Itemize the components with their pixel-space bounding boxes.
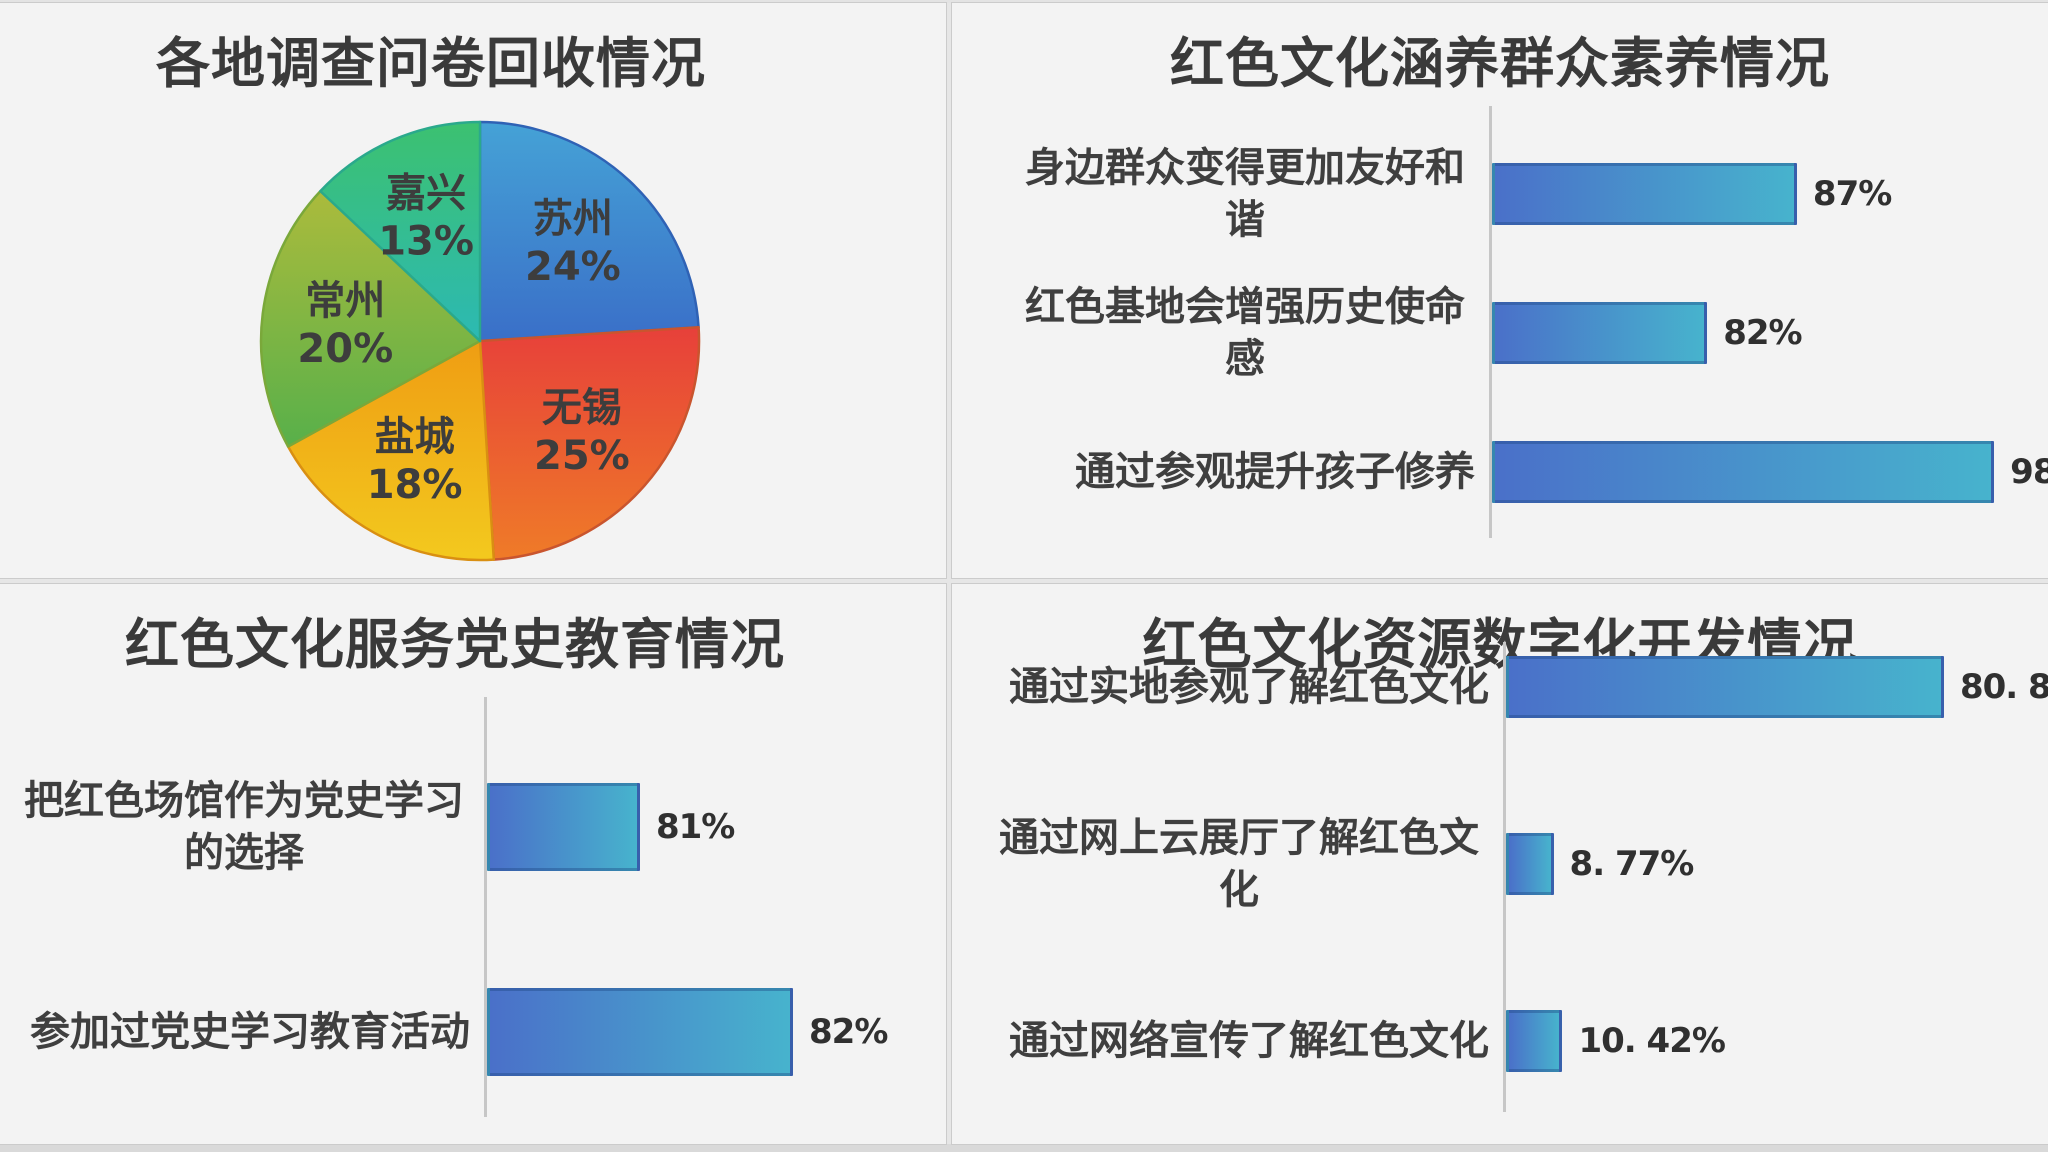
pie-slice-3	[259, 189, 482, 448]
bar-chart-title: 红色文化涵养群众素养情况	[1170, 32, 1830, 95]
pie-slice-label-3: 常州 20%	[297, 278, 393, 372]
bar-row: 参加过党史学习教育活动 82%	[0, 930, 946, 1135]
category-label-text: 通过实地参观了解红色文化	[1009, 663, 1489, 710]
value-label: 98%	[2010, 451, 2048, 492]
bar-row: 通过网络宣传了解红色文化 10. 42%	[952, 952, 2048, 1129]
pie-slice-2	[286, 339, 496, 562]
pie-slice-label-0: 苏州 24%	[525, 196, 621, 290]
category-label-text: 通过网络宣传了解红色文化	[1009, 1017, 1489, 1064]
category-label-text: 通过网上云展厅了解红色文化	[999, 814, 1479, 913]
bar	[487, 783, 640, 872]
bar-row: 把红色场馆作为党史学习的选择 81%	[0, 725, 946, 930]
bar-chart-title: 红色文化服务党史教育情况	[125, 613, 785, 676]
bar-row: 通过网上云展厅了解红色文化 8. 77%	[952, 775, 2048, 952]
bar-row: 红色基地会增强历史使命感 82%	[952, 264, 2048, 403]
category-label-text: 把红色场馆作为党史学习的选择	[24, 778, 464, 877]
bar-plot-area: 身边群众变得更加友好和谐 87% 红色基地会增强历史使命感 82% 通过参观提升孩子修养…	[952, 125, 2048, 541]
pie-slice-0	[478, 120, 700, 343]
category-label: 通过参观提升孩子修养	[952, 446, 1475, 498]
bar-track: 98%	[1492, 440, 2048, 503]
value-label: 87%	[1812, 174, 1892, 215]
bar	[1506, 1009, 1563, 1072]
pie-chart: 苏州 24% 无锡 25% 盐城 18% 常州 20% 嘉兴 13%	[258, 119, 702, 563]
category-label: 通过实地参观了解红色文化	[952, 661, 1489, 713]
pie-slice-4	[319, 120, 482, 343]
bar-track: 82%	[487, 987, 946, 1076]
value-label: 81%	[655, 807, 735, 848]
panel-party-history-bars: 红色文化服务党史教育情况 把红色场馆作为党史学习的选择 81% 参加过党史学习教育活…	[0, 584, 946, 1144]
category-label: 把红色场馆作为党史学习的选择	[0, 775, 470, 879]
pie-slice-label-4: 嘉兴 13%	[378, 170, 474, 264]
pie-chart-title: 各地调查问卷回收情况	[156, 32, 706, 95]
bar-track: 82%	[1492, 302, 2048, 364]
category-label-text: 参加过党史学习教育活动	[30, 1008, 470, 1055]
bar-track: 87%	[1492, 163, 2048, 226]
pie-slice-1	[478, 325, 701, 561]
category-label-text: 身边群众变得更加友好和谐	[1025, 145, 1465, 244]
category-axis-line	[484, 697, 487, 1117]
bar-row: 通过参观提升孩子修养 98%	[952, 402, 2048, 541]
value-label: 80. 81%	[1959, 666, 2048, 707]
value-label: 82%	[809, 1011, 888, 1052]
bar-track: 81%	[487, 783, 946, 872]
pie-svg: 苏州 24% 无锡 25% 盐城 18% 常州 20% 嘉兴 13%	[259, 120, 701, 562]
bar	[1492, 163, 1797, 226]
pie-slice-label-2: 盐城 18%	[367, 414, 463, 508]
value-label: 8. 77%	[1569, 843, 1695, 884]
value-label: 10. 42%	[1578, 1020, 1725, 1061]
value-label: 82%	[1723, 313, 1802, 353]
bar	[1506, 832, 1554, 895]
category-label: 红色基地会增强历史使命感	[952, 281, 1475, 385]
category-axis-line	[1503, 642, 1506, 1112]
bar-plot-area: 把红色场馆作为党史学习的选择 81% 参加过党史学习教育活动 82%	[0, 725, 946, 1134]
bar	[487, 987, 793, 1076]
bar	[1492, 302, 1708, 364]
bar-track: 10. 42%	[1506, 1009, 2048, 1072]
category-label: 参加过党史学习教育活动	[0, 1006, 470, 1058]
bar-track: 80. 81%	[1506, 655, 2048, 718]
bar-row: 通过实地参观了解红色文化 80. 81%	[952, 598, 2048, 775]
pie-slice-label-1: 无锡 25%	[534, 385, 630, 479]
category-label: 通过网络宣传了解红色文化	[952, 1015, 1489, 1067]
category-axis-line	[1489, 106, 1492, 538]
panel-culture-nurture-bars: 红色文化涵养群众素养情况 身边群众变得更加友好和谐 87% 红色基地会增强历史使命感…	[952, 3, 2048, 578]
bar	[1506, 655, 1944, 718]
bar-track: 8. 77%	[1506, 832, 2048, 895]
panel-questionnaire-pie: 各地调查问卷回收情况 苏州 24% 无锡 25% 盐城 18% 常州 20% 嘉兴 13%	[0, 3, 946, 578]
category-label-text: 通过参观提升孩子修养	[1075, 448, 1475, 495]
bar-row: 身边群众变得更加友好和谐 87%	[952, 125, 2048, 264]
category-label-text: 红色基地会增强历史使命感	[1025, 284, 1465, 382]
bar	[1492, 440, 1995, 503]
category-label: 身边群众变得更加友好和谐	[952, 142, 1475, 246]
category-label: 通过网上云展厅了解红色文化	[952, 812, 1489, 916]
